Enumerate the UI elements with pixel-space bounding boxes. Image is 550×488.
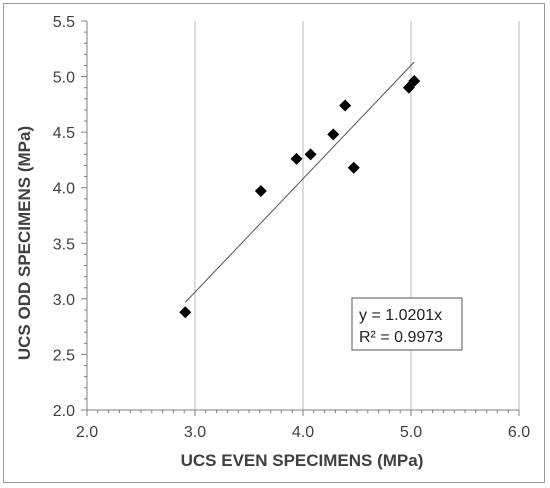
r-squared-label: R² = 0.9973: [359, 329, 443, 346]
y-tick-label: 2.5: [53, 347, 75, 364]
data-points: [179, 75, 421, 319]
chart-frame: [3, 3, 545, 483]
y-tick-label: 5.5: [53, 14, 75, 31]
x-tick-label: 6.0: [508, 424, 530, 441]
trendline: [184, 61, 415, 303]
data-point: [179, 306, 192, 319]
y-tick-label: 5.0: [53, 70, 75, 87]
y-axis-title: UCS ODD SPECIMENS (MPa): [15, 126, 34, 360]
x-tick-label: 3.0: [184, 424, 206, 441]
data-point: [347, 161, 360, 174]
x-tick-label: 2.0: [76, 424, 98, 441]
y-tick-label: 4.5: [53, 125, 75, 142]
gridlines: [86, 21, 520, 410]
x-tick-label: 4.0: [292, 424, 314, 441]
tick-labels: 2.0 2.5 3.0 3.5 4.0 4.5 5.0 5.5 2.0 3.0 4.0 5.0 6.0: [53, 14, 530, 441]
equation-box: y = 1.0201x R² = 0.9973: [351, 297, 463, 351]
trendline-equation: y = 1.0201x: [359, 307, 442, 324]
data-point: [402, 81, 415, 94]
y-tick-label: 3.0: [53, 292, 75, 309]
y-tick-label: 3.5: [53, 236, 75, 253]
data-point: [339, 99, 352, 112]
axes: [81, 20, 520, 416]
data-point: [290, 152, 303, 165]
x-axis-title: UCS EVEN SPECIMENS (MPa): [181, 451, 424, 470]
data-point: [254, 185, 267, 198]
data-point: [304, 148, 317, 161]
data-point: [327, 128, 340, 141]
trendline-path: [184, 61, 415, 303]
data-point: [408, 75, 421, 88]
y-tick-label: 2.0: [53, 403, 75, 420]
y-tick-label: 4.0: [53, 181, 75, 198]
x-tick-label: 5.0: [400, 424, 422, 441]
